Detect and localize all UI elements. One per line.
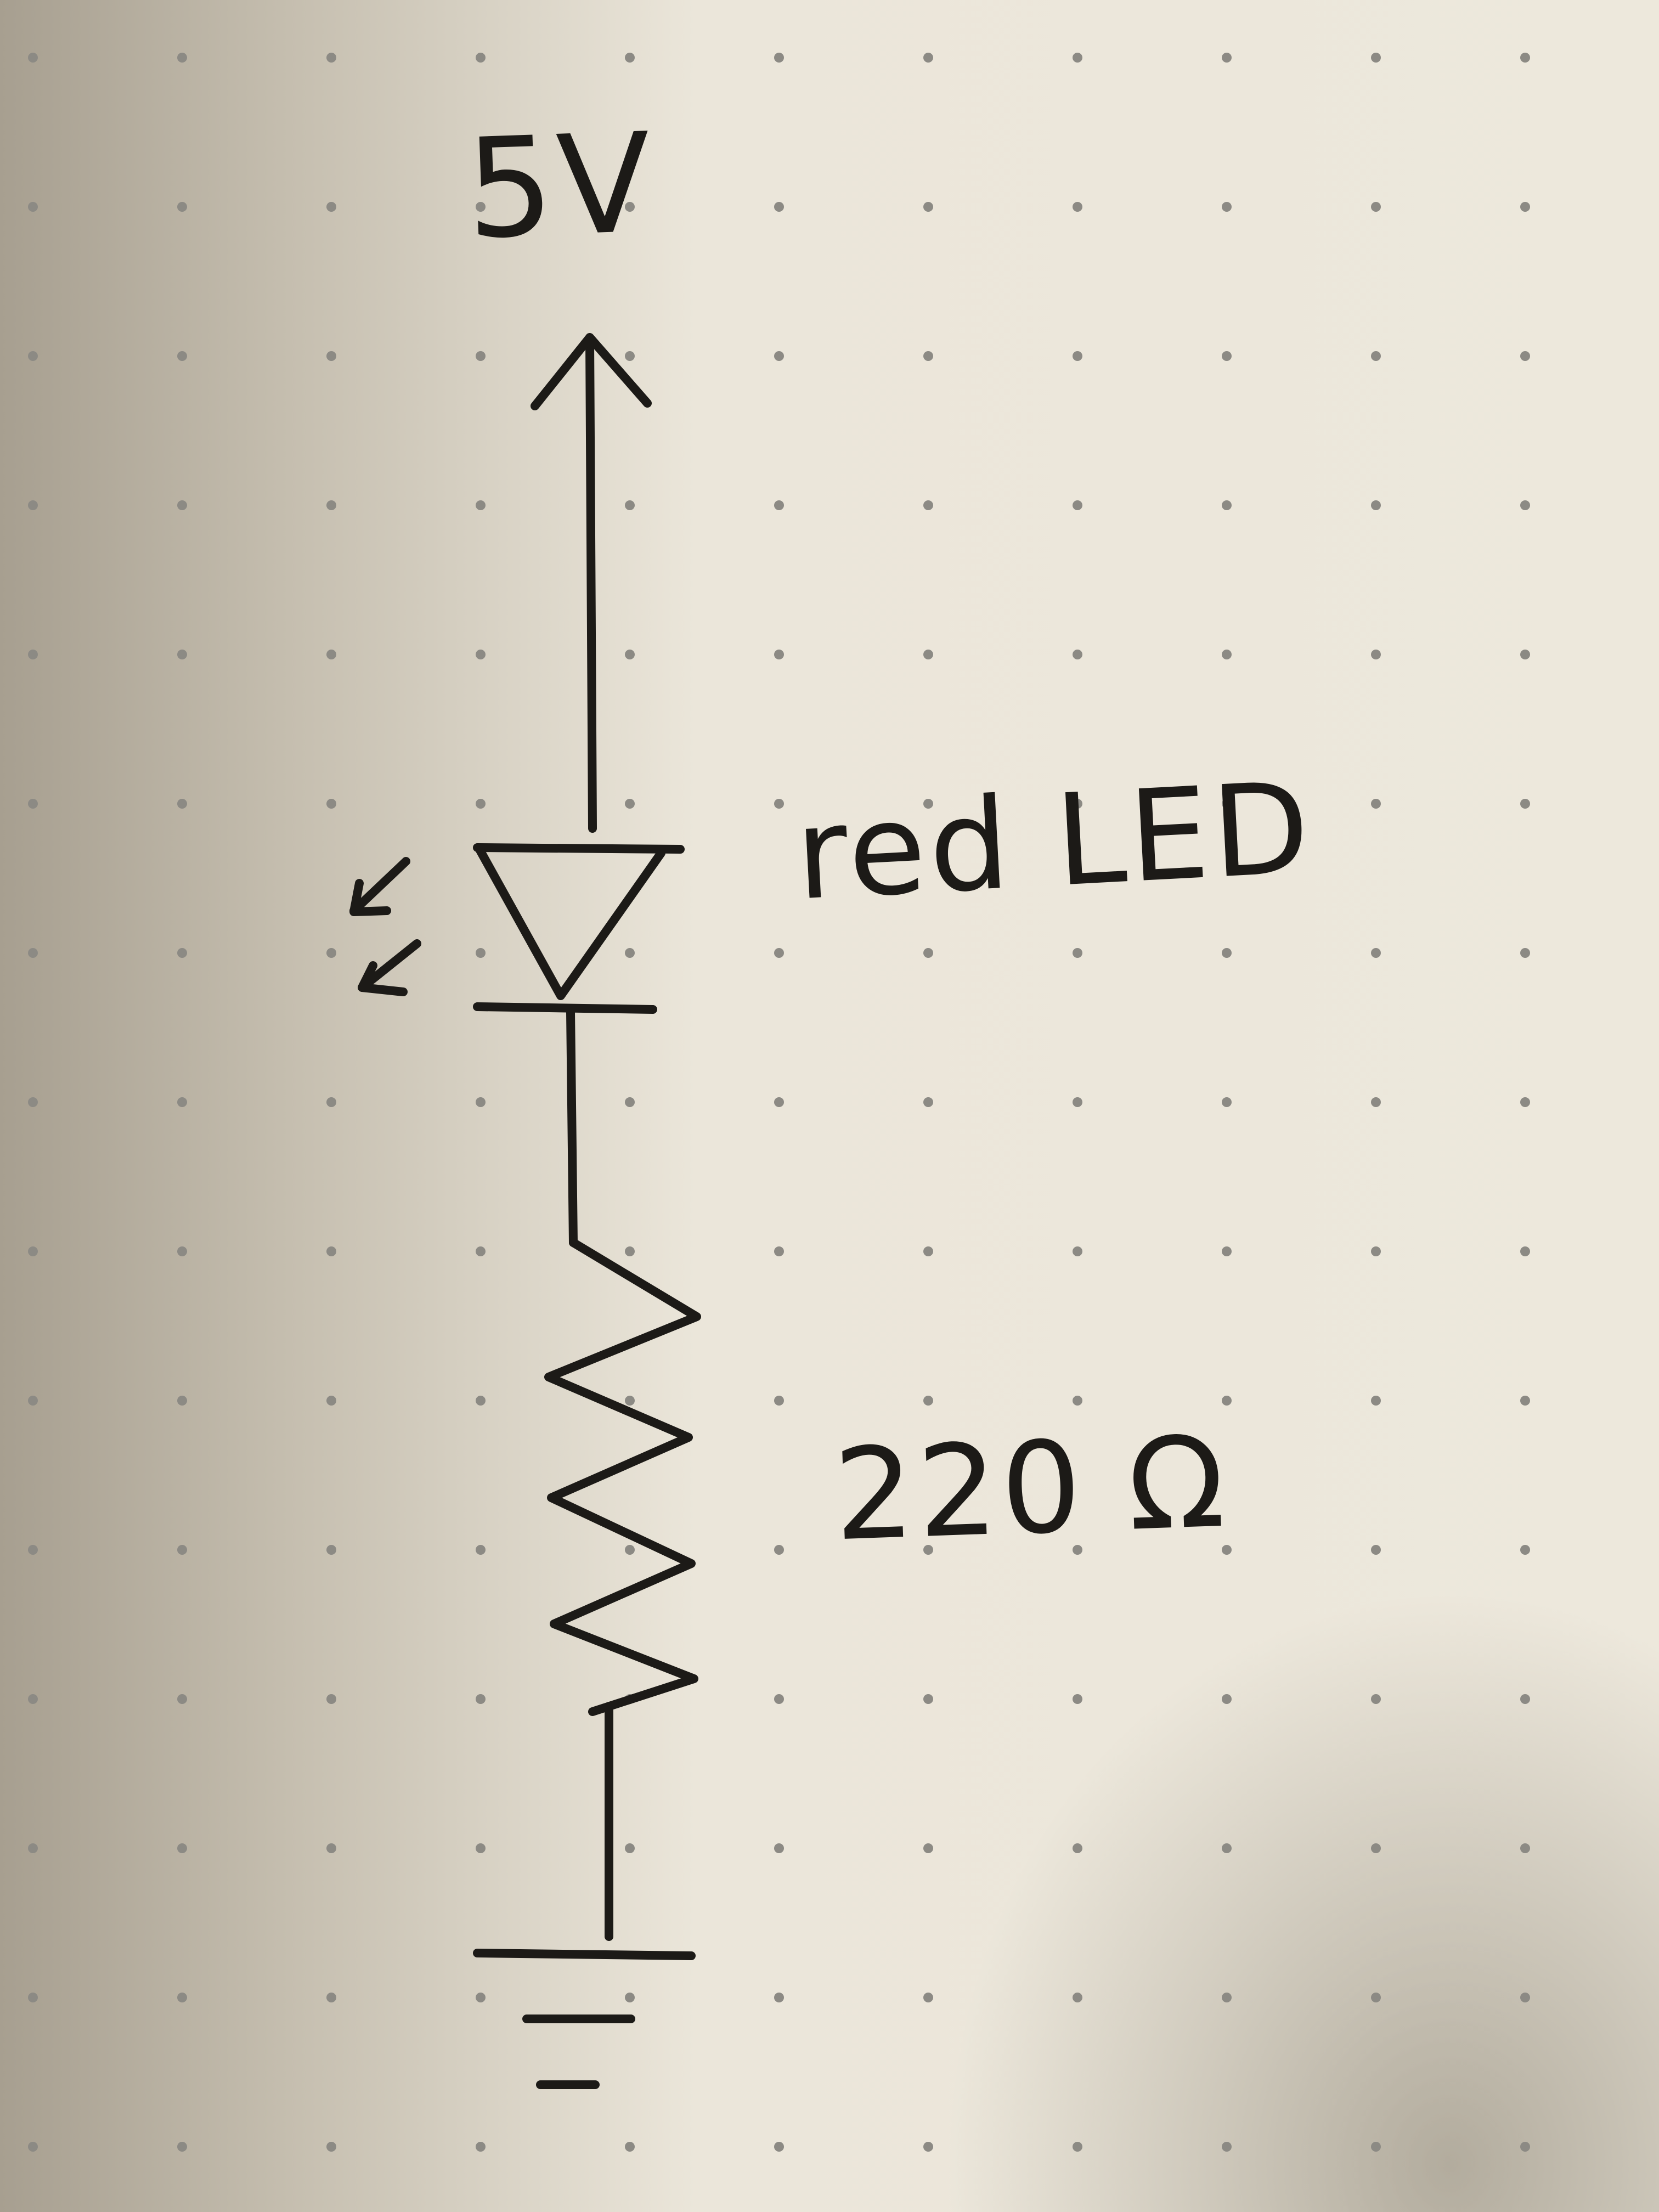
led-symbol [349,843,685,1014]
supply-voltage-label: 5V [464,103,657,269]
resistor-symbol [544,1238,701,1716]
wire-led-resistor [566,1008,578,1247]
resistor-value-label: 220 Ω [831,1409,1231,1570]
led-label: red LED [792,755,1317,929]
supply-arrow [531,333,652,833]
ground-symbol [473,1949,696,2089]
